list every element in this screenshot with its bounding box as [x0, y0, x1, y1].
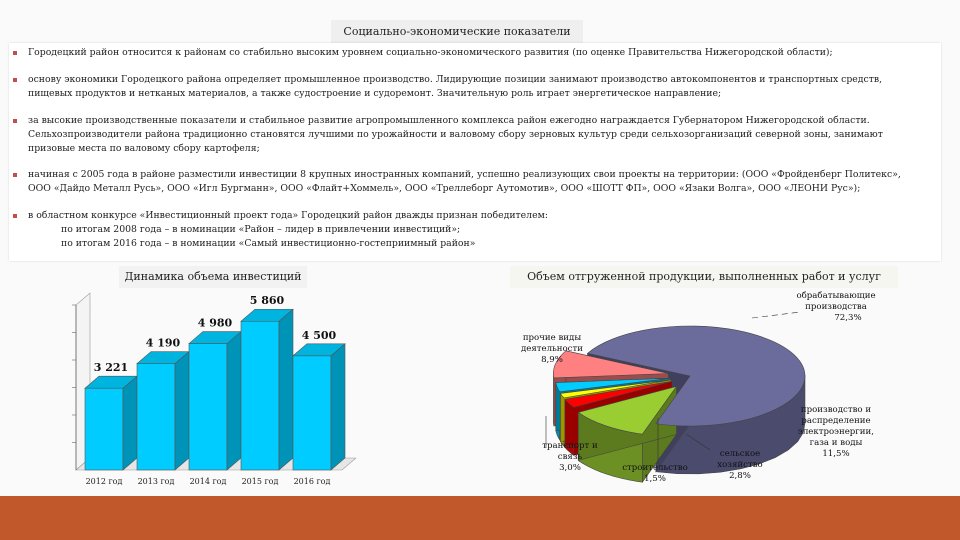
slide-title: Социально-экономические показатели: [331, 20, 583, 43]
pie-slice: [564, 381, 673, 408]
bullet-marker: [13, 214, 17, 218]
bullet-line: пищевых продуктов и нетканых материалов,…: [28, 88, 722, 99]
bullet-item: начиная с 2005 года в районе разместили …: [13, 168, 935, 196]
pie-label-text: строительство: [622, 463, 688, 473]
investment-chart-caption: Динамика объема инвестиций: [119, 266, 307, 288]
bar-side: [174, 350, 190, 471]
x-tick-label: 2012 год: [86, 477, 123, 486]
bar-front: [292, 355, 332, 471]
bullet-line: Городецкий район относится к районам со …: [28, 47, 833, 58]
footer-band: [0, 496, 960, 540]
pie-label-text: обрабатывающие: [796, 290, 875, 301]
bullet-marker: [13, 119, 17, 123]
bullet-line: за высокие производственные показатели и…: [28, 115, 870, 126]
bullet-line: призовые места по валовому сбору картофе…: [28, 143, 260, 154]
pie-slice: [577, 385, 678, 435]
pie-value-label: 3,0%: [559, 463, 581, 473]
bullet-marker: [13, 78, 17, 82]
x-tick-label: 2015 год: [242, 477, 279, 486]
pie-slice: [553, 350, 669, 379]
bullet-subline: по итогам 2008 года – в номинации «Район…: [61, 224, 461, 235]
bullet-line: ООО «Дайдо Металл Русь», ООО «Игл Бургма…: [28, 183, 861, 194]
x-tick-label: 2014 год: [190, 477, 227, 486]
bar-front: [136, 363, 176, 471]
pie-value-label: 72,3%: [834, 313, 861, 323]
pie-value-label: 2,8%: [729, 471, 751, 481]
bar-front: [240, 320, 280, 471]
bullet-item: в областном конкурсе «Инвестиционный про…: [13, 209, 935, 251]
pie-slice: [555, 377, 671, 393]
bullet-line: Сельхозпроизводители района традиционно …: [28, 129, 883, 140]
pie-label-text: распределение: [801, 416, 870, 426]
bar-side: [122, 375, 138, 471]
pie-label-text: производство и: [801, 405, 871, 415]
bullet-item: Городецкий район относится к районам со …: [13, 46, 935, 60]
x-tick-label: 2013 год: [138, 477, 175, 486]
bullet-line: начиная с 2005 года в районе разместили …: [28, 169, 901, 180]
bar-front: [84, 387, 124, 471]
pie-label-text: производства: [805, 302, 867, 312]
investment-bar-chart: 3 221 2012 год 4 190 2013 год 4 980 2014 год 5…: [72, 292, 356, 486]
bullet-line: основу экономики Городецкого района опре…: [28, 74, 883, 85]
bar-front: [188, 343, 228, 471]
leader-line: [685, 433, 711, 451]
bar-value-label: 4 980: [198, 317, 233, 330]
bar-side: [226, 330, 242, 471]
pie-label-text: сельское: [720, 449, 760, 459]
pie-label-text: связь: [558, 452, 583, 462]
pie-label-text: электроэнергии,: [798, 427, 874, 437]
pie-value-label: 1,5%: [644, 474, 666, 484]
pie-label-text: прочие виды: [523, 333, 581, 343]
bar-top: [240, 308, 294, 322]
pie-slice: [586, 325, 806, 427]
production-chart-caption: Объем отгруженной продукции, выполненных…: [510, 266, 898, 288]
x-tick-label: 2016 год: [294, 477, 331, 486]
pie-slice-label: производство ираспределениеэлектроэнерги…: [798, 405, 874, 459]
pie-value-label: 8,9%: [541, 355, 563, 365]
info-box: Городецкий район относится к районам со …: [9, 43, 941, 261]
bar-side: [278, 308, 294, 471]
production-pie-chart: обрабатывающиепроизводства72,3%производс…: [521, 290, 876, 484]
bar-side: [330, 343, 346, 471]
pie-label-text: деятельности: [521, 344, 583, 354]
pie-value-label: 11,5%: [822, 449, 849, 459]
bullet-item: основу экономики Городецкого района опре…: [13, 73, 935, 101]
bullet-marker: [13, 51, 17, 55]
pie-label-text: хозяйство: [717, 460, 762, 470]
bullet-line: в областном конкурсе «Инвестиционный про…: [28, 210, 548, 221]
pie-label-text: газа и воды: [810, 438, 863, 448]
pie-slice: [559, 379, 672, 399]
bar-value-label: 4 190: [146, 337, 181, 350]
bar-top: [292, 343, 346, 357]
pie-label-text: транспорт и: [542, 441, 598, 451]
bullet-subline: по итогам 2016 года – в номинации «Самый…: [61, 238, 476, 249]
bullet-item: за высокие производственные показатели и…: [13, 114, 935, 156]
leader-line: [751, 311, 801, 319]
bar-value-label: 3 221: [94, 361, 128, 374]
bar-value-label: 4 500: [302, 329, 337, 342]
bar-value-label: 5 860: [250, 294, 285, 307]
bullet-marker: [13, 173, 17, 177]
